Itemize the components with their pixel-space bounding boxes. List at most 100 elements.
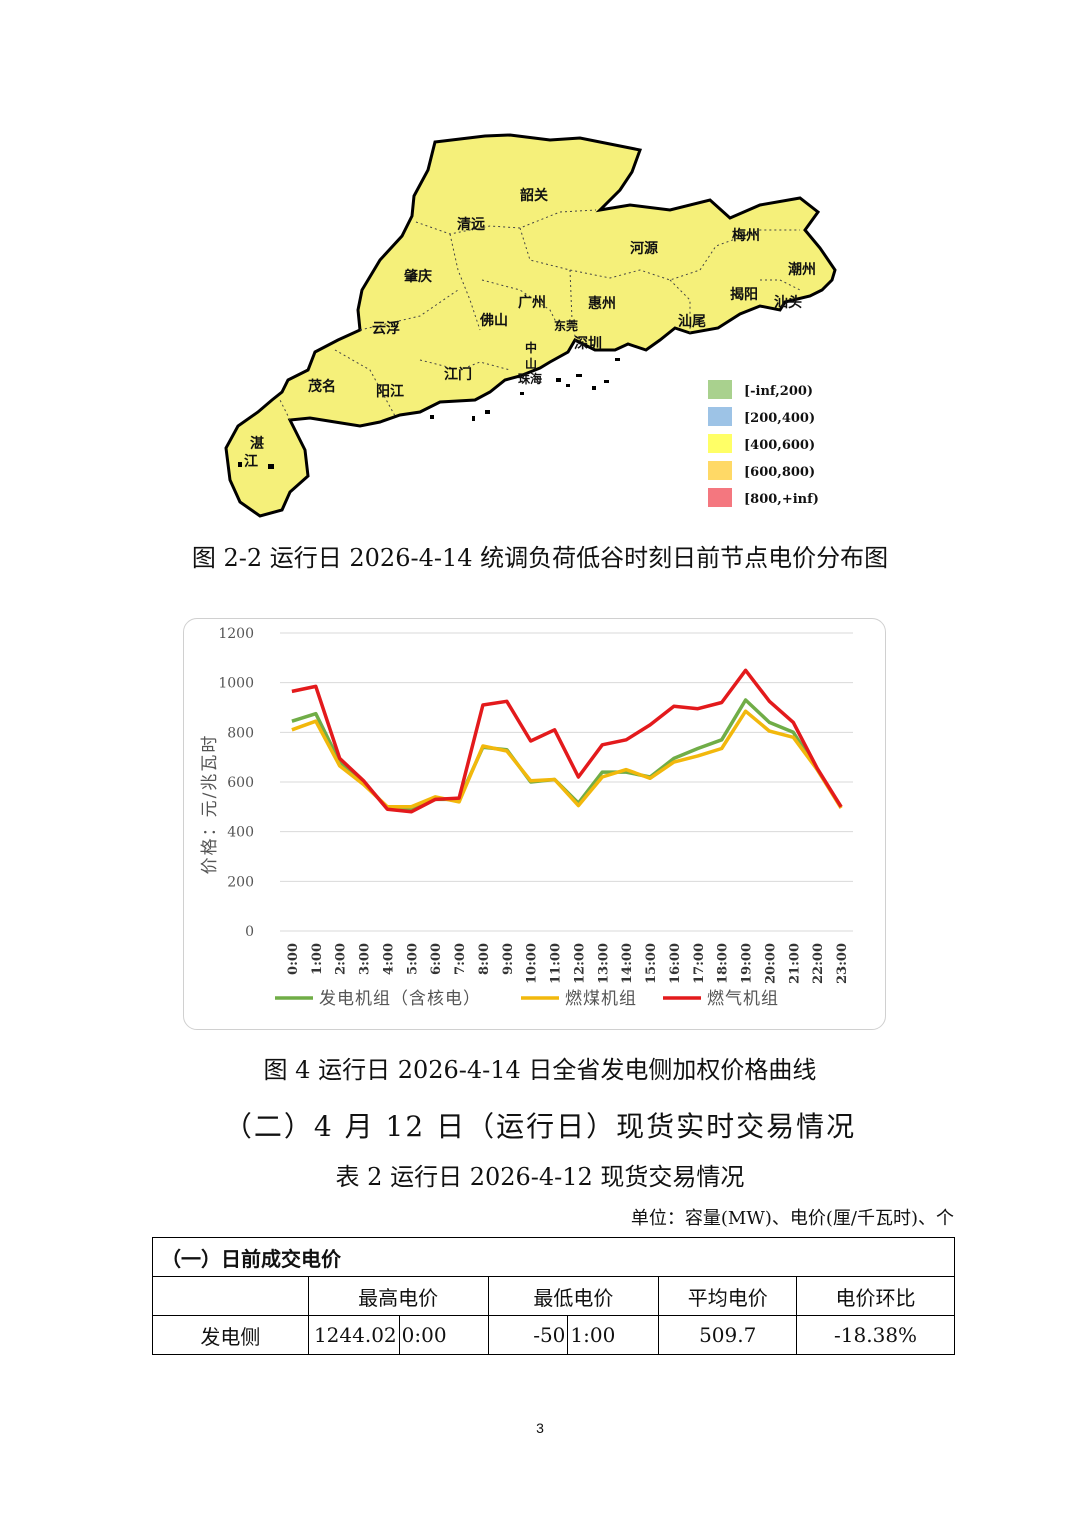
x-tick-label: 19:00 [740,943,755,984]
y-tick-labels: 0 200 400 600 800 1000 1200 [218,626,254,940]
map-legend: [-inf,200) [200,400) [400,600) [600,800) [80… [708,380,819,507]
legend-swatch [708,488,732,507]
table-row: （一）日前成交电价 [152,1237,955,1277]
islands [238,358,620,469]
city-label: 梅州 [732,227,760,244]
x-tick-label: 11:00 [549,943,564,984]
y-tick-label: 1000 [218,676,254,692]
y-tick-label: 800 [227,725,254,741]
x-tick-label: 16:00 [668,943,683,984]
legend-label: [400,600) [744,438,815,453]
chart-grid [280,632,853,932]
city-label: 河源 [630,240,658,257]
city-label: 江 [244,453,258,470]
x-tick-label: 4:00 [381,943,396,975]
guangdong-price-map: 韶关 清远 河源 梅州 潮州 肇庆 广州 惠州 揭阳 汕头 佛山 东莞 汕尾 云… [224,133,837,518]
city-label: 湛 [250,435,264,452]
map-caption: 图 2-2 运行日 2026-4-14 统调负荷低谷时刻日前节点电价分布图 [191,544,889,572]
city-label: 清远 [457,216,485,233]
table-cell: 0:00 [398,1315,489,1355]
y-tick-label: 1200 [218,626,254,642]
city-label: 佛山 [479,312,508,329]
table-cell: 509.7 [658,1315,798,1355]
city-label: 韶关 [520,187,548,204]
city-label: 珠海 [518,371,542,386]
city-label: 广州 [518,294,546,311]
x-tick-label: 15:00 [644,943,659,984]
x-tick-label: 22:00 [811,943,826,984]
legend-label: [-inf,200) [744,384,813,399]
table-header: 平均电价 [658,1276,798,1316]
legend-label: [800,+inf) [744,492,819,507]
city-label: 中 [525,340,537,355]
table-cell: 1244.02 [307,1315,400,1355]
city-label: 惠州 [588,295,616,312]
x-tick-label: 8:00 [477,943,492,975]
chart-legend: 发电机组（含核电） 燃煤机组 燃气机组 [275,989,779,1009]
section-heading: （二）4 月 12 日（运行日）现货实时交易情况 [223,1110,857,1143]
city-label: 茂名 [308,378,336,395]
chart-caption: 图 4 运行日 2026-4-14 日全省发电侧加权价格曲线 [263,1056,817,1084]
city-label: 深圳 [574,335,602,352]
x-tick-label: 3:00 [358,943,373,975]
x-tick-label: 12:00 [572,943,587,984]
city-labels: 韶关 清远 河源 梅州 潮州 肇庆 广州 惠州 揭阳 汕头 佛山 东莞 汕尾 云… [244,187,816,470]
table-cell: -50 [487,1315,569,1355]
legend-label: 发电机组（含核电） [319,989,481,1009]
city-label: 江门 [444,366,472,383]
x-tick-label: 14:00 [620,943,635,984]
trading-table: （一）日前成交电价 最高电价 最低电价 平均电价 电价环比 发电侧 1244.0… [152,1237,955,1355]
y-tick-label: 600 [227,775,254,791]
legend-swatch [708,407,732,426]
x-tick-label: 7:00 [453,943,468,975]
x-tick-labels: 0:00 1:00 2:00 3:00 4:00 5:00 6:00 7:00 8:00 9:00… [286,943,850,984]
map-borders [279,209,801,421]
x-tick-label: 5:00 [405,943,420,975]
legend-label: 燃气机组 [707,989,779,1009]
unit-note: 单位：容量(MW)、电价(厘/千瓦时)、个 [630,1208,954,1229]
x-tick-label: 20:00 [763,943,778,984]
x-tick-label: 18:00 [716,943,731,984]
price-line-chart: 0 200 400 600 800 1000 1200 0:00 1:00 2:00 3:00 4:… [200,626,853,1009]
city-label: 潮州 [788,261,816,278]
city-label: 揭阳 [730,286,758,303]
x-tick-label: 23:00 [835,943,850,984]
chart-series [291,668,843,814]
table-cell [152,1276,309,1316]
x-tick-label: 6:00 [429,943,444,975]
x-tick-label: 0:00 [286,943,301,975]
x-tick-label: 9:00 [501,943,516,975]
city-label: 云浮 [372,320,400,337]
legend-swatch [708,461,732,480]
series-line [291,668,843,814]
y-tick-label: 0 [245,924,254,940]
y-axis-label: 价格：元/兆瓦时 [200,734,220,875]
city-label: 阳江 [376,383,404,400]
x-tick-label: 2:00 [334,943,349,975]
city-label: 山 [525,356,537,371]
city-label: 东莞 [554,318,578,333]
table-row: 最高电价 最低电价 平均电价 电价环比 [152,1276,955,1316]
city-label: 汕头 [774,294,802,311]
page-number: 3 [536,1420,544,1436]
table-header: 最低电价 [487,1276,660,1316]
legend-swatch [708,380,732,399]
table-cell: 发电侧 [152,1315,309,1355]
x-tick-label: 1:00 [310,943,325,975]
table-cell: -18.38% [796,1315,955,1355]
city-label: 肇庆 [404,268,432,285]
legend-swatch [708,434,732,453]
x-tick-label: 10:00 [525,943,540,984]
table-section-label: （一）日前成交电价 [152,1237,955,1277]
map-shape [224,133,837,518]
y-tick-label: 200 [227,874,254,890]
legend-label: [200,400) [744,411,815,426]
x-tick-label: 21:00 [787,943,802,984]
y-tick-label: 400 [227,825,254,841]
table-row: 发电侧 1244.02 0:00 -50 1:00 509.7 -18.38% [152,1315,955,1355]
legend-label: [600,800) [744,465,815,480]
chart-frame [183,618,886,1030]
x-tick-label: 13:00 [596,943,611,984]
table-title: 表 2 运行日 2026-4-12 现货交易情况 [335,1163,745,1191]
table-cell: 1:00 [567,1315,660,1355]
